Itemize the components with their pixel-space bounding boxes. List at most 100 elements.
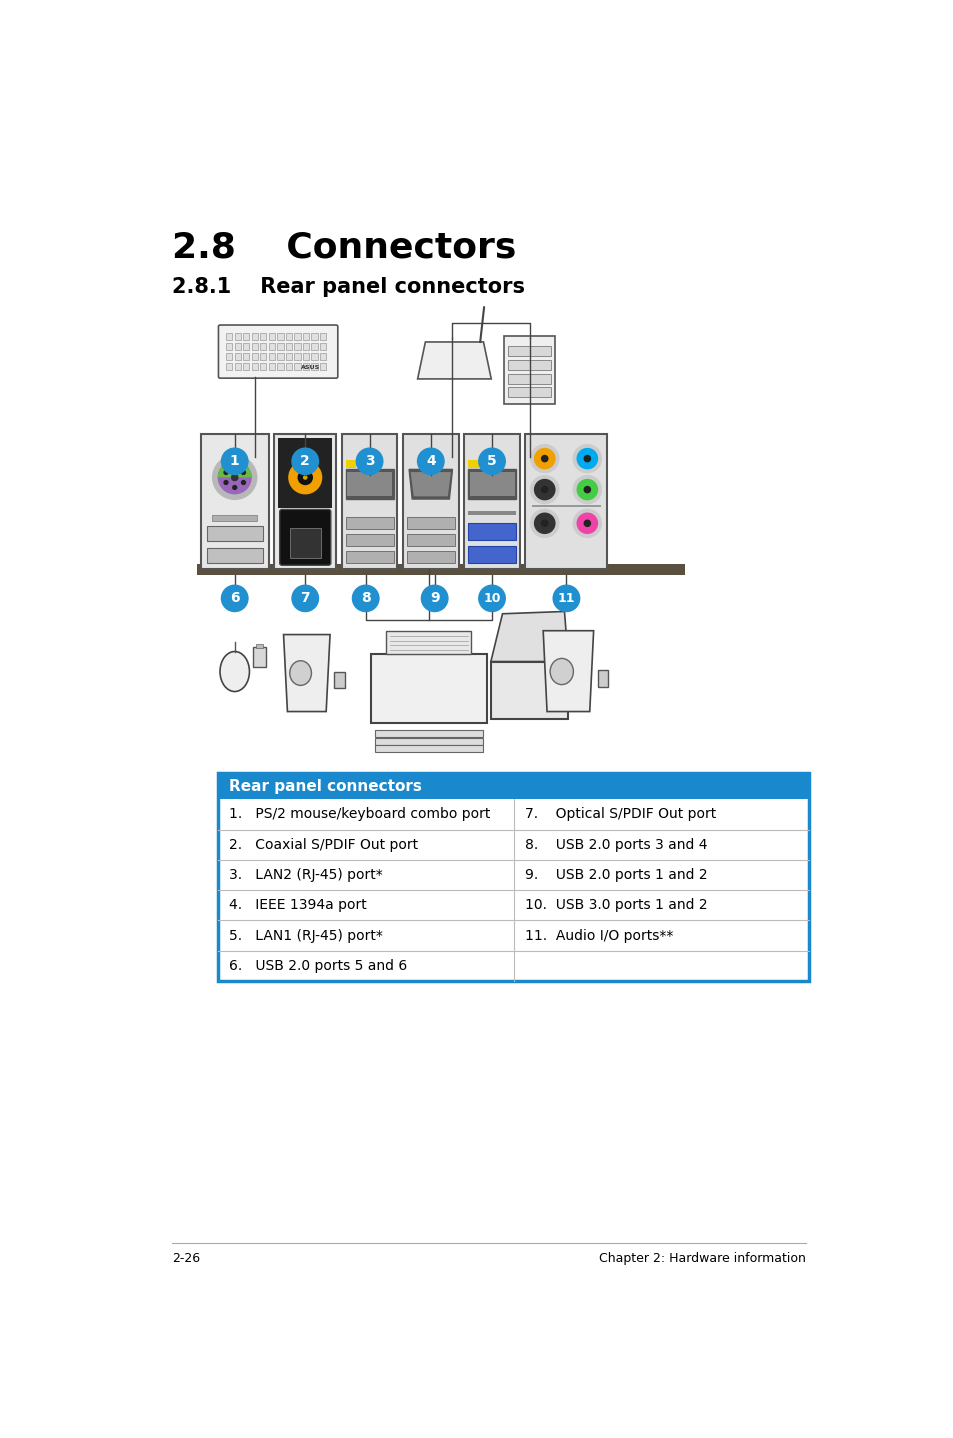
Circle shape [573,476,600,503]
Bar [256,644,262,649]
Text: 2.8    Connectors: 2.8 Connectors [172,230,516,265]
Bar [468,546,516,562]
Bar [345,551,394,562]
Circle shape [530,444,558,473]
Circle shape [291,584,319,613]
Polygon shape [410,472,451,496]
Bar [252,332,257,341]
Text: 2.   Coaxial S/PDIF Out port: 2. Coaxial S/PDIF Out port [229,838,418,851]
Bar [347,472,392,496]
Bar [319,352,326,361]
Circle shape [576,479,598,500]
Bar [334,672,344,689]
Polygon shape [417,342,491,380]
Bar [406,516,455,529]
Circle shape [573,509,600,538]
Bar [319,362,326,371]
Bar [508,374,550,384]
Circle shape [288,460,322,495]
Bar [294,342,300,351]
Circle shape [220,584,249,613]
Bar [464,434,519,569]
Bar [286,362,292,371]
Text: ASUS: ASUS [301,365,320,370]
Bar [345,516,394,529]
Bar [196,565,684,575]
Bar [278,439,332,509]
Bar [525,434,607,569]
Bar [371,654,486,723]
Text: 5: 5 [487,454,497,469]
Text: 11.  Audio I/O ports**: 11. Audio I/O ports** [524,929,672,943]
Text: 4.   IEEE 1394a port: 4. IEEE 1394a port [229,899,367,912]
Bar [508,360,550,370]
Bar [303,332,309,341]
Circle shape [541,456,547,462]
Bar [226,362,233,371]
Circle shape [583,486,590,493]
Bar [469,472,514,496]
Circle shape [541,486,547,493]
Bar [345,460,356,467]
Circle shape [232,475,237,480]
Bar [294,352,300,361]
Circle shape [241,480,245,485]
Bar [504,336,555,404]
Ellipse shape [550,659,573,684]
Circle shape [352,584,379,613]
Bar [286,342,292,351]
Bar [243,342,249,351]
Ellipse shape [220,651,249,692]
Bar [319,342,326,351]
Circle shape [541,521,547,526]
Bar [269,342,274,351]
Bar [468,523,516,539]
Polygon shape [283,634,330,712]
Bar [375,731,482,736]
Bar [491,661,568,719]
Bar [375,738,482,745]
Bar [286,332,292,341]
Circle shape [224,480,228,485]
Circle shape [576,447,598,469]
Bar [260,352,266,361]
Bar [234,332,241,341]
Circle shape [220,447,249,475]
Bar [468,512,516,515]
Bar [303,362,309,371]
FancyBboxPatch shape [218,325,337,378]
Circle shape [213,456,256,499]
Bar [269,352,274,361]
Circle shape [583,521,590,526]
Bar [468,460,478,467]
Bar [402,434,458,569]
Text: 9.    USB 2.0 ports 1 and 2: 9. USB 2.0 ports 1 and 2 [524,869,706,881]
Circle shape [303,475,307,480]
Bar [311,362,317,371]
Circle shape [530,476,558,503]
Text: 3: 3 [364,454,374,469]
Bar [303,342,309,351]
Bar [290,528,320,558]
Bar [252,352,257,361]
Circle shape [416,447,444,475]
Ellipse shape [290,660,311,686]
Polygon shape [491,611,568,661]
Bar [345,469,394,499]
Bar [345,533,394,546]
Circle shape [233,486,236,489]
Text: 5.   LAN1 (RJ-45) port*: 5. LAN1 (RJ-45) port* [229,929,383,943]
Bar [226,352,233,361]
Bar [375,745,482,752]
Bar [574,679,585,696]
Bar [269,362,274,371]
Circle shape [241,470,245,475]
Text: 2-26: 2-26 [172,1252,200,1265]
Polygon shape [542,631,593,712]
Circle shape [583,456,590,462]
Text: Rear panel connectors: Rear panel connectors [229,779,422,794]
Circle shape [534,479,555,500]
Circle shape [282,510,297,526]
Bar [260,332,266,341]
Circle shape [477,584,505,613]
